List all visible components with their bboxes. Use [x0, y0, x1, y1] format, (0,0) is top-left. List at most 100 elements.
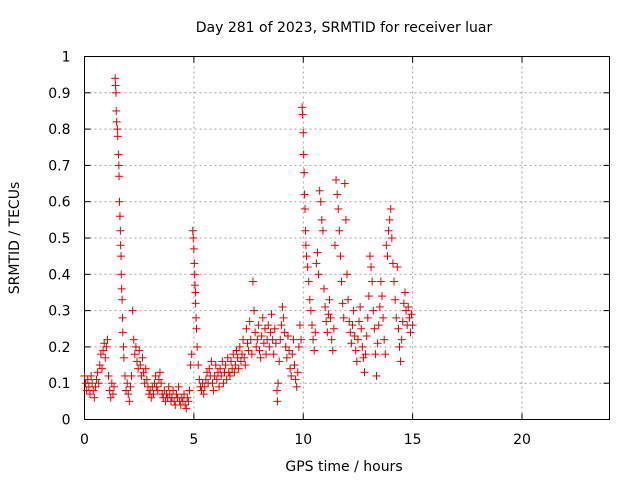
data-point	[395, 342, 404, 351]
data-point	[149, 390, 158, 399]
data-point	[300, 168, 309, 177]
data-point	[322, 317, 331, 326]
data-point	[182, 404, 191, 413]
data-point	[215, 382, 224, 391]
data-point	[211, 361, 220, 370]
data-point	[111, 81, 120, 90]
data-point	[317, 215, 326, 224]
data-point	[118, 313, 127, 322]
data-point	[130, 350, 139, 359]
data-point	[205, 364, 214, 373]
data-point	[305, 295, 314, 304]
data-point	[376, 277, 385, 286]
y-tick-label: 0.5	[48, 231, 70, 247]
data-point	[123, 379, 132, 388]
data-point	[164, 382, 173, 391]
data-point	[240, 353, 249, 362]
data-point	[383, 252, 392, 261]
data-point	[232, 346, 241, 355]
data-point	[362, 332, 371, 341]
data-point	[340, 179, 349, 188]
x-tick-label: 0	[80, 432, 89, 448]
data-point	[250, 306, 259, 315]
data-point	[174, 382, 183, 391]
data-point	[386, 204, 395, 213]
data-point	[274, 379, 283, 388]
tick-layer: 00.10.20.30.40.50.60.70.80.910 5 10 15 20	[48, 50, 610, 448]
data-point	[112, 88, 120, 97]
x-tick-label: 10	[294, 432, 312, 448]
data-point	[227, 357, 236, 366]
data-point	[306, 306, 315, 315]
data-point	[83, 375, 92, 384]
data-point	[286, 364, 295, 373]
data-point	[281, 342, 290, 351]
data-point	[112, 117, 121, 126]
data-point	[199, 390, 208, 399]
data-point	[190, 259, 199, 268]
data-point	[364, 292, 373, 301]
data-point	[337, 277, 346, 286]
data-point	[335, 226, 344, 235]
data-point	[325, 295, 334, 304]
data-point	[370, 324, 379, 333]
data-point	[328, 346, 337, 355]
data-point	[257, 332, 266, 341]
data-point	[365, 252, 374, 261]
data-point	[313, 248, 322, 257]
data-point	[133, 357, 141, 366]
data-point	[101, 353, 110, 362]
data-point	[316, 197, 325, 206]
data-point	[363, 313, 372, 322]
data-point	[234, 364, 243, 373]
data-point	[393, 263, 402, 272]
data-point	[367, 263, 376, 272]
data-point	[141, 364, 150, 373]
data-point	[169, 386, 178, 395]
data-point	[315, 186, 324, 195]
y-tick-label: 0	[62, 413, 71, 429]
data-point	[142, 375, 151, 384]
data-point	[266, 328, 275, 337]
data-point	[124, 390, 133, 399]
y-tick-label: 0.9	[48, 86, 70, 102]
data-point	[298, 110, 307, 119]
data-point	[138, 353, 147, 362]
data-point	[385, 215, 394, 224]
data-point	[407, 310, 416, 319]
data-point	[346, 328, 355, 337]
data-point	[114, 161, 123, 170]
data-point	[270, 324, 279, 333]
data-point	[259, 339, 268, 348]
data-point	[404, 302, 413, 311]
data-point	[118, 328, 127, 337]
data-point	[392, 313, 401, 322]
data-point	[105, 386, 114, 395]
y-tick-label: 0.7	[48, 158, 70, 174]
data-point	[217, 371, 226, 380]
data-point	[184, 397, 193, 406]
data-point	[399, 299, 408, 308]
data-point	[207, 357, 216, 366]
data-point	[323, 328, 332, 337]
data-point	[356, 302, 365, 311]
data-point	[358, 342, 367, 351]
data-point	[192, 324, 201, 333]
data-point	[255, 346, 264, 355]
data-point	[291, 375, 300, 384]
data-point	[186, 361, 195, 370]
data-point	[108, 390, 117, 399]
data-point	[212, 375, 221, 384]
data-point	[302, 252, 311, 261]
data-point	[375, 302, 384, 311]
data-point	[235, 342, 244, 351]
data-point	[221, 361, 230, 370]
data-point	[191, 299, 200, 308]
y-tick-label: 0.6	[48, 195, 70, 211]
data-point	[320, 284, 329, 293]
data-point	[303, 263, 312, 272]
data-point	[136, 361, 145, 370]
data-point	[191, 288, 200, 297]
data-point	[190, 281, 199, 290]
